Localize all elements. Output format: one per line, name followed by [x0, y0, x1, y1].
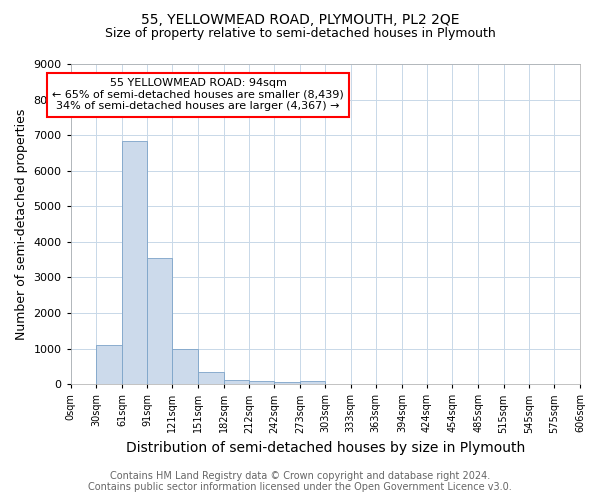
Text: 55, YELLOWMEAD ROAD, PLYMOUTH, PL2 2QE: 55, YELLOWMEAD ROAD, PLYMOUTH, PL2 2QE: [141, 12, 459, 26]
Bar: [147, 258, 172, 384]
Text: 55 YELLOWMEAD ROAD: 94sqm
← 65% of semi-detached houses are smaller (8,439)
34% : 55 YELLOWMEAD ROAD: 94sqm ← 65% of semi-…: [52, 78, 344, 112]
Bar: [300, 382, 325, 384]
Text: Contains HM Land Registry data © Crown copyright and database right 2024.
Contai: Contains HM Land Registry data © Crown c…: [88, 471, 512, 492]
Y-axis label: Number of semi-detached properties: Number of semi-detached properties: [15, 108, 28, 340]
Bar: [224, 380, 249, 384]
X-axis label: Distribution of semi-detached houses by size in Plymouth: Distribution of semi-detached houses by …: [126, 441, 525, 455]
Bar: [96, 345, 122, 384]
Bar: [274, 382, 300, 384]
Text: Size of property relative to semi-detached houses in Plymouth: Size of property relative to semi-detach…: [104, 28, 496, 40]
Bar: [122, 141, 147, 384]
Bar: [249, 382, 274, 384]
Bar: [197, 372, 224, 384]
Bar: [172, 350, 197, 384]
